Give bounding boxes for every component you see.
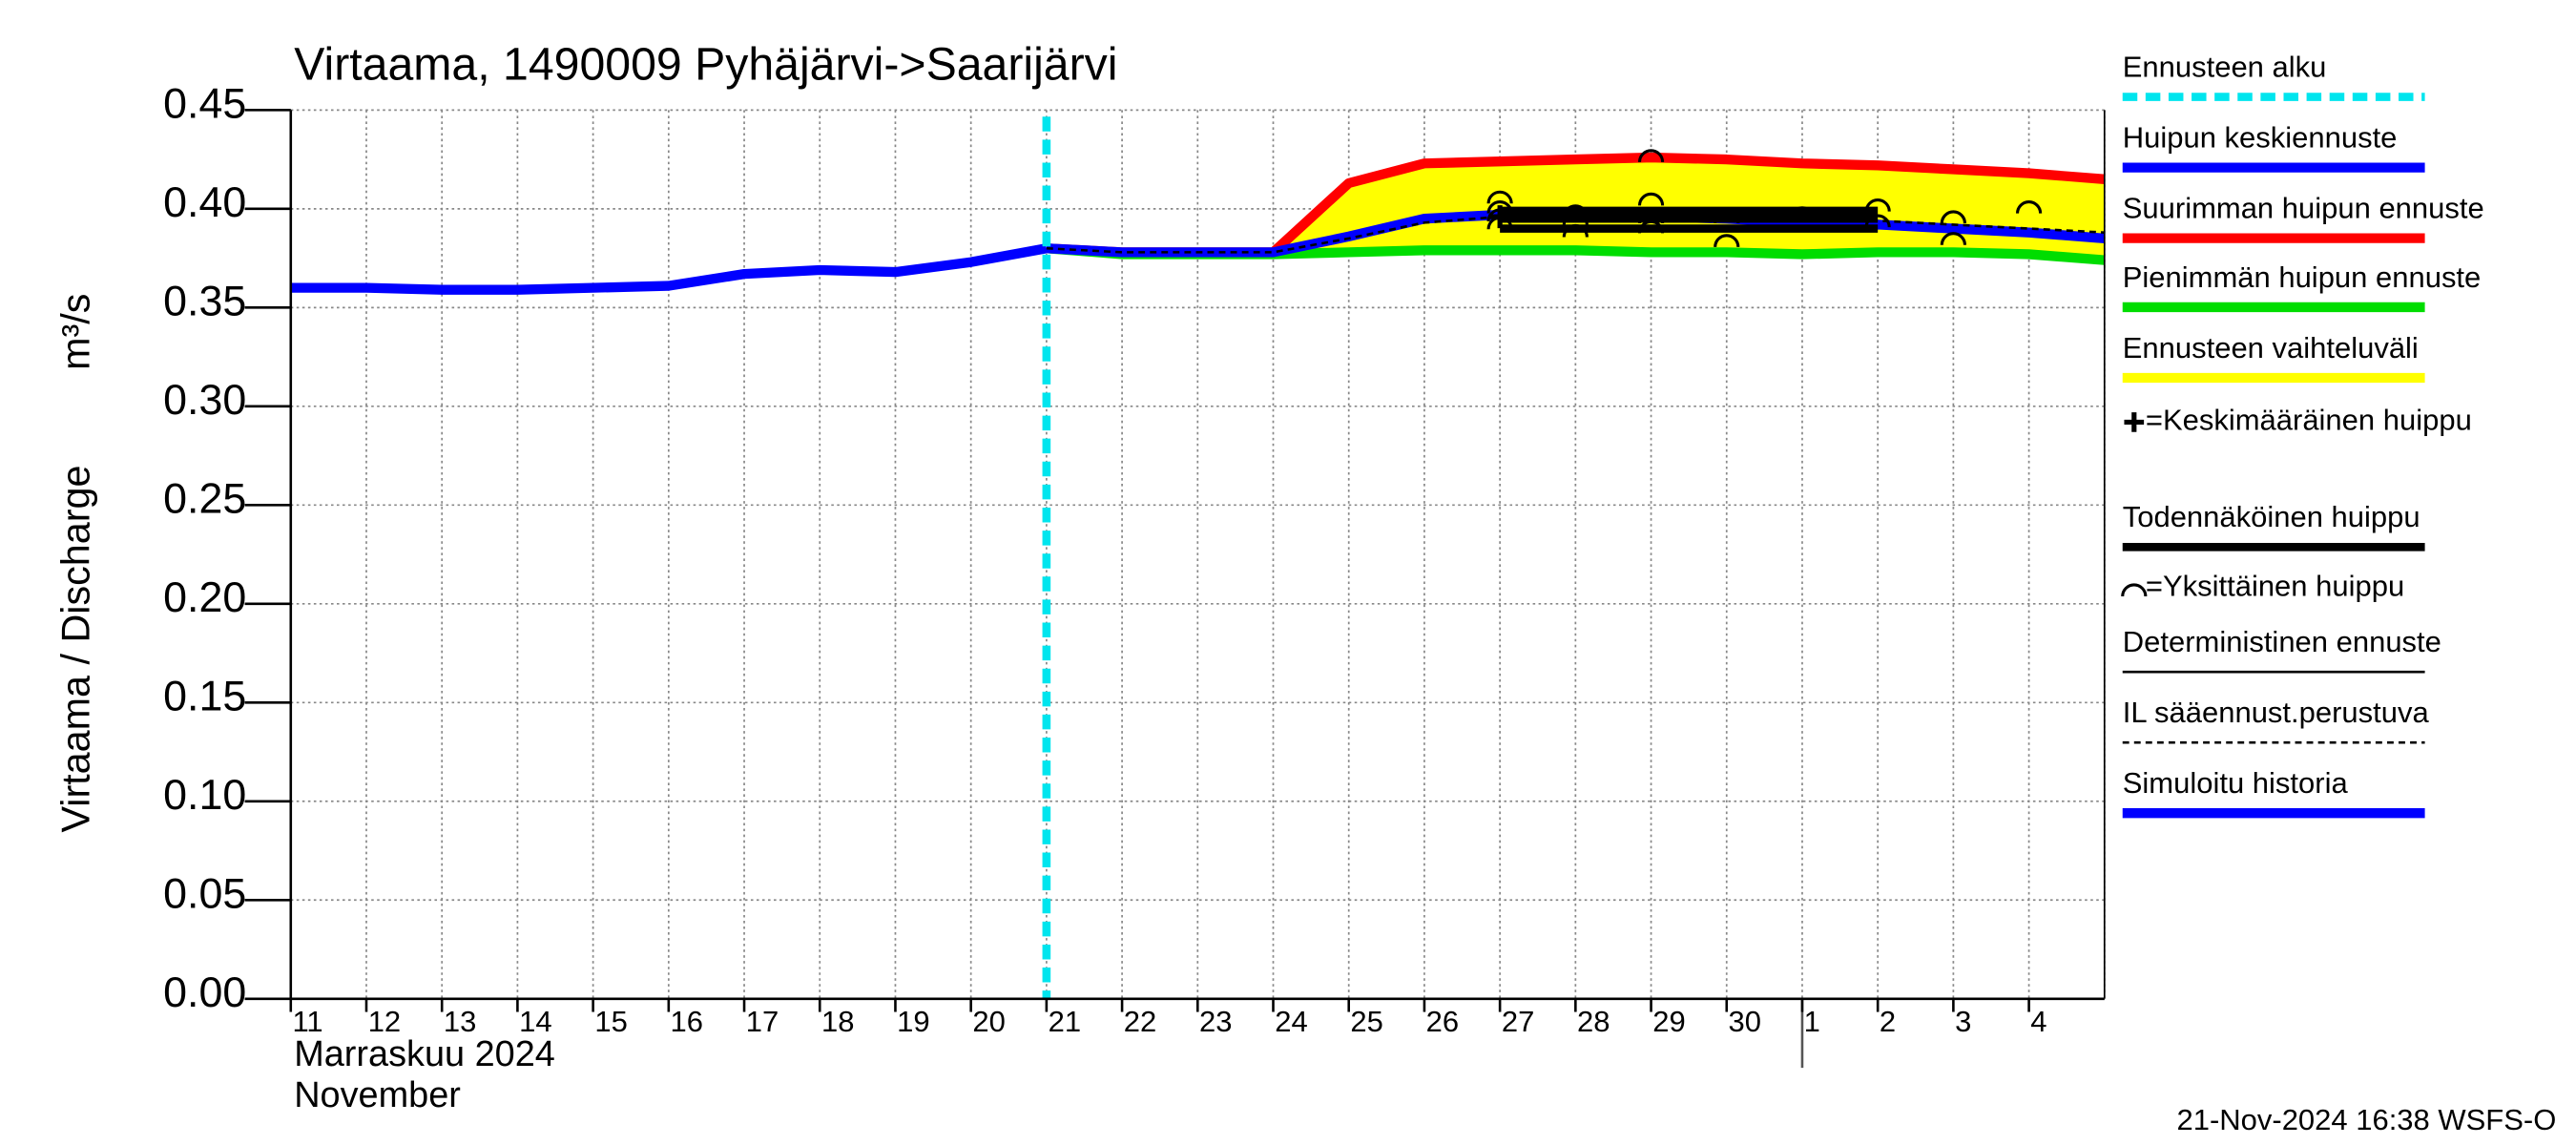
y-tick-label: 0.05 [163, 870, 246, 918]
single-peak [1864, 214, 1891, 228]
x-axis-label: Marraskuu 2024 [294, 1034, 555, 1074]
x-tick-label: 4 [2030, 1005, 2046, 1038]
x-tick-label: 25 [1350, 1005, 1382, 1038]
x-tick-label: 26 [1426, 1005, 1459, 1038]
y-axis-unit: m³/s [54, 294, 98, 370]
y-tick-label: 0.20 [163, 573, 246, 621]
legend-label: =Yksittäinen huippu [2146, 570, 2404, 603]
y-tick-label: 0.45 [163, 80, 246, 128]
legend-label: Deterministinen ennuste [2123, 625, 2441, 658]
footer: 21-Nov-2024 16:38 WSFS-O [2176, 1103, 2556, 1136]
y-tick-label: 0.40 [163, 178, 246, 226]
legend-symbol [2124, 412, 2145, 432]
x-tick-label: 15 [594, 1005, 627, 1038]
single-peak [1940, 232, 1966, 245]
chart-title: Virtaama, 1490009 Pyhäjärvi->Saarijärvi [294, 38, 1117, 90]
legend-label: Pienimmän huipun ennuste [2123, 260, 2482, 294]
single-peak [1637, 149, 1665, 162]
x-tick-label: 19 [897, 1005, 929, 1038]
y-axis-label: Virtaama / Discharge [54, 466, 98, 833]
legend-label: Ennusteen vaihteluväli [2123, 331, 2419, 364]
x-tick-label: 3 [1955, 1005, 1971, 1038]
y-tick-label: 0.25 [163, 475, 246, 523]
single-peak [1714, 210, 1740, 224]
x-tick-label: 1 [1804, 1005, 1820, 1038]
x-tick-label: 20 [972, 1005, 1005, 1038]
single-peak [1864, 198, 1891, 212]
single-peak [1637, 192, 1665, 206]
single-peak [1486, 200, 1513, 214]
x-tick-label: 24 [1275, 1005, 1307, 1038]
x-tick-label: 14 [519, 1005, 551, 1038]
y-tick-label: 0.15 [163, 673, 246, 720]
x-tick-label: 2 [1880, 1005, 1896, 1038]
single-peak [1940, 210, 1966, 224]
legend-label: IL sääennust.perustuva [2123, 696, 2430, 729]
x-tick-label: 30 [1728, 1005, 1760, 1038]
y-tick-label: 0.30 [163, 376, 246, 424]
single-peak [1637, 210, 1665, 224]
x-tick-label: 12 [368, 1005, 401, 1038]
x-tick-label: 29 [1652, 1005, 1685, 1038]
x-tick-label: 11 [293, 1005, 323, 1038]
legend-label: Huipun keskiennuste [2123, 121, 2398, 155]
single-peak [1486, 216, 1513, 230]
x-axis-label: November [294, 1075, 461, 1115]
x-tick-label: 18 [821, 1005, 854, 1038]
legend-label: Ennusteen alku [2123, 50, 2327, 83]
y-tick-label: 0.35 [163, 278, 246, 325]
single-peak [1486, 208, 1513, 222]
x-tick-label: 17 [746, 1005, 779, 1038]
x-tick-label: 28 [1577, 1005, 1610, 1038]
x-tick-label: 22 [1124, 1005, 1156, 1038]
x-tick-label: 27 [1502, 1005, 1534, 1038]
single-peak [2015, 200, 2043, 214]
y-tick-label: 0.00 [163, 968, 246, 1016]
single-peak [1789, 206, 1816, 220]
legend-symbol [2121, 583, 2148, 597]
x-tick-label: 13 [444, 1005, 476, 1038]
single-peak [1562, 212, 1589, 226]
x-tick-label: 23 [1199, 1005, 1232, 1038]
legend-label: Simuloitu historia [2123, 766, 2349, 800]
single-peak [1562, 204, 1589, 218]
single-peak [1562, 223, 1589, 238]
legend-label: Suurimman huipun ennuste [2123, 192, 2484, 225]
x-tick-label: 21 [1049, 1005, 1081, 1038]
single-peak [1486, 190, 1513, 204]
legend-label: =Keskimääräinen huippu [2146, 404, 2472, 437]
x-tick-label: 16 [671, 1005, 703, 1038]
legend-label: Todennäköinen huippu [2123, 500, 2420, 533]
series-line [290, 243, 1048, 295]
single-peak [1714, 234, 1740, 247]
y-tick-label: 0.10 [163, 771, 246, 819]
single-peak [1637, 219, 1665, 234]
